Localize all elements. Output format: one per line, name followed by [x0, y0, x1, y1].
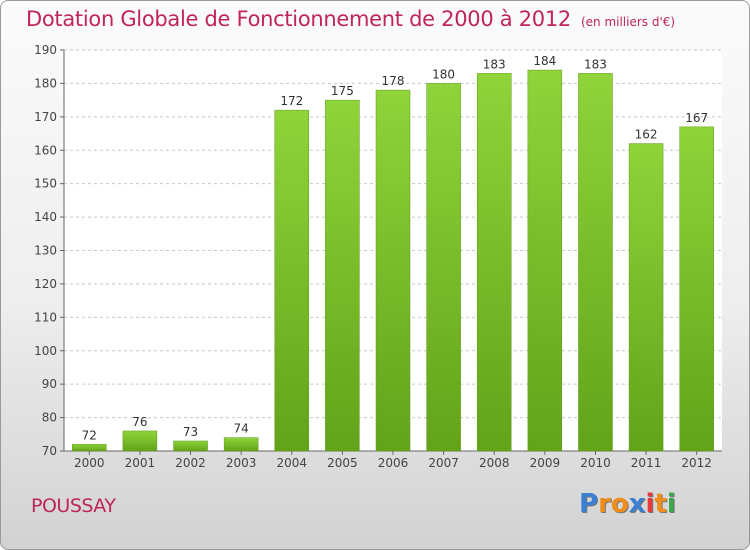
bar [223, 437, 259, 452]
y-tick-label: 160 [34, 143, 57, 157]
data-label: 76 [132, 415, 147, 429]
x-tick-label: 2008 [479, 456, 510, 470]
commune-name: POUSSAY [31, 495, 116, 517]
data-label: 73 [183, 425, 198, 439]
x-tick-label: 2010 [580, 456, 611, 470]
data-label: 175 [331, 84, 354, 98]
y-tick-label: 80 [42, 411, 57, 425]
title-text: Dotation Globale de Fonctionnement de 20… [26, 7, 571, 31]
chart-title: Dotation Globale de Fonctionnement de 20… [26, 7, 675, 31]
data-label: 74 [234, 422, 249, 436]
subtitle-text: (en milliers d'€) [580, 15, 676, 29]
y-tick-label: 150 [34, 177, 57, 191]
x-tick-label: 2009 [530, 456, 561, 470]
bar [375, 89, 411, 452]
bar [476, 73, 512, 452]
x-tick-label: 2012 [681, 456, 712, 470]
data-label: 178 [382, 74, 405, 88]
data-label: 162 [635, 128, 658, 142]
data-label: 183 [584, 57, 607, 71]
logo-letter: i [666, 489, 676, 519]
data-label: 172 [280, 94, 303, 108]
logo-letter: t [654, 489, 667, 519]
bar [325, 99, 360, 452]
y-tick-label: 170 [34, 110, 57, 124]
y-tick-label: 110 [34, 310, 57, 324]
y-tick-label: 120 [34, 277, 57, 291]
bar [173, 440, 208, 452]
y-tick-label: 90 [42, 377, 57, 391]
x-tick-label: 2007 [428, 456, 459, 470]
data-label: 180 [432, 67, 455, 81]
y-tick-label: 130 [34, 244, 57, 258]
logo-letter: i [645, 489, 655, 519]
x-tick-label: 2000 [74, 456, 105, 470]
y-tick-label: 70 [42, 444, 57, 458]
bar [274, 109, 310, 452]
bar [628, 143, 664, 452]
logo-letter: x [628, 489, 646, 519]
data-label: 167 [685, 111, 708, 125]
x-tick-label: 2002 [175, 456, 206, 470]
bar [72, 444, 107, 452]
data-label: 184 [533, 54, 556, 68]
data-label: 183 [483, 57, 506, 71]
x-tick-label: 2005 [327, 456, 358, 470]
bar [679, 126, 714, 452]
bar [578, 73, 613, 452]
logo-letter: r [598, 489, 611, 519]
x-tick-label: 2011 [631, 456, 662, 470]
x-tick-label: 2006 [378, 456, 409, 470]
y-tick-label: 100 [34, 344, 57, 358]
x-tick-label: 2001 [125, 456, 156, 470]
y-tick-label: 180 [34, 76, 57, 90]
x-tick-label: 2004 [276, 456, 307, 470]
x-tick-label: 2003 [226, 456, 257, 470]
proxiti-logo: Proxiti [579, 489, 676, 519]
y-tick-label: 190 [34, 43, 57, 57]
bar [122, 430, 158, 452]
bar [527, 69, 563, 452]
logo-letter: o [610, 489, 629, 519]
data-label: 72 [82, 428, 97, 442]
bar [426, 83, 461, 452]
y-tick-label: 140 [34, 210, 57, 224]
logo-letter: P [579, 489, 599, 519]
